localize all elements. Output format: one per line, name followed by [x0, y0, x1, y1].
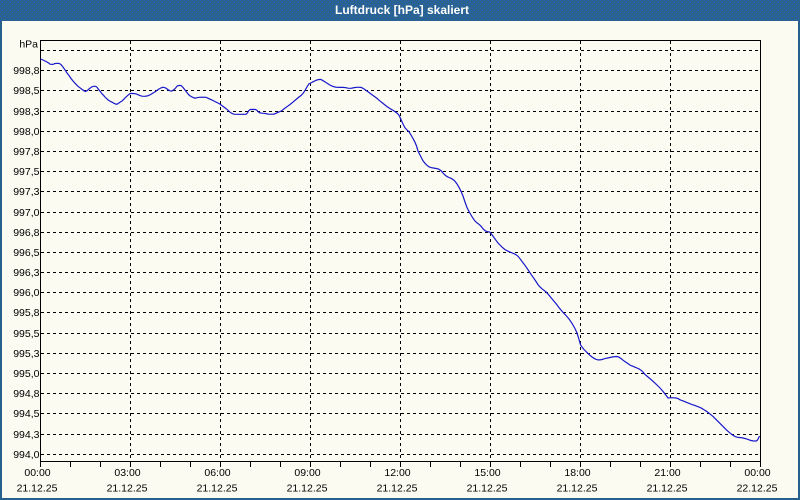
svg-text:03:00: 03:00	[114, 467, 140, 479]
svg-text:21.12.25: 21.12.25	[107, 483, 148, 495]
svg-text:995,8: 995,8	[13, 307, 39, 319]
svg-text:21.12.25: 21.12.25	[197, 483, 238, 495]
svg-text:21.12.25: 21.12.25	[467, 483, 508, 495]
svg-text:996,8: 996,8	[13, 227, 39, 239]
svg-text:21.12.25: 21.12.25	[287, 483, 328, 495]
svg-text:994,5: 994,5	[13, 408, 39, 420]
svg-text:996,3: 996,3	[13, 267, 39, 279]
svg-text:997,8: 997,8	[13, 146, 39, 158]
svg-text:998,8: 998,8	[13, 65, 39, 77]
svg-text:998,3: 998,3	[13, 106, 39, 118]
svg-text:12:00: 12:00	[384, 467, 410, 479]
svg-text:21:00: 21:00	[654, 467, 680, 479]
svg-text:22.12.25: 22.12.25	[737, 483, 778, 495]
svg-text:09:00: 09:00	[294, 467, 320, 479]
svg-text:994,0: 994,0	[13, 449, 39, 461]
svg-text:996,0: 996,0	[13, 287, 39, 299]
svg-text:21.12.25: 21.12.25	[377, 483, 418, 495]
svg-text:21.12.25: 21.12.25	[17, 483, 58, 495]
svg-text:995,5: 995,5	[13, 328, 39, 340]
svg-text:06:00: 06:00	[204, 467, 230, 479]
svg-text:995,3: 995,3	[13, 348, 39, 360]
svg-text:998,0: 998,0	[13, 126, 39, 138]
svg-text:00:00: 00:00	[24, 467, 50, 479]
svg-text:997,3: 997,3	[13, 186, 39, 198]
svg-text:18:00: 18:00	[564, 467, 590, 479]
svg-text:21.12.25: 21.12.25	[647, 483, 688, 495]
svg-text:15:00: 15:00	[474, 467, 500, 479]
svg-text:hPa: hPa	[19, 39, 38, 51]
svg-text:996,5: 996,5	[13, 247, 39, 259]
svg-text:997,5: 997,5	[13, 166, 39, 178]
svg-text:995,0: 995,0	[13, 368, 39, 380]
svg-text:994,3: 994,3	[13, 429, 39, 441]
svg-text:998,5: 998,5	[13, 85, 39, 97]
svg-text:21.12.25: 21.12.25	[557, 483, 598, 495]
svg-text:Luftdruck [hPa] skaliert: Luftdruck [hPa] skaliert	[335, 3, 469, 17]
svg-text:997,0: 997,0	[13, 207, 39, 219]
svg-text:994,8: 994,8	[13, 388, 39, 400]
svg-text:00:00: 00:00	[744, 467, 770, 479]
